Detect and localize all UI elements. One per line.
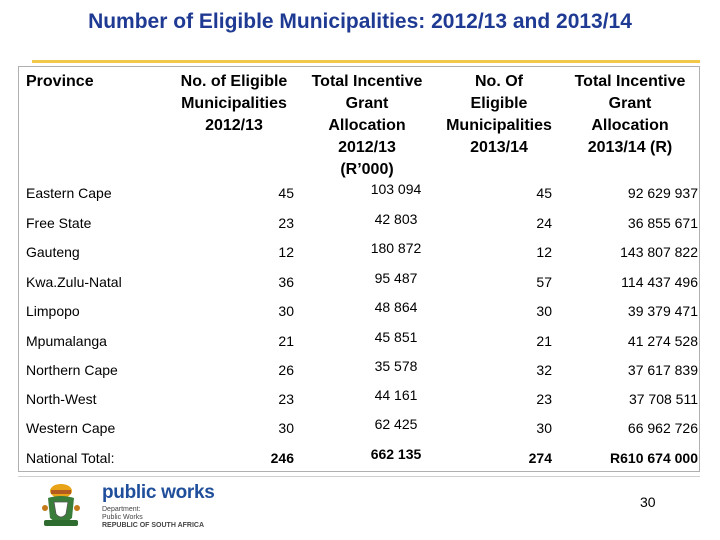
grant-2013-14: 36 855 671	[627, 215, 698, 231]
grant-2013-14: 92 629 937	[627, 185, 698, 201]
grant-2012-13: 180 872	[370, 240, 422, 256]
eligible-2012-13: 26	[278, 362, 294, 378]
grant-2012-13: 48 864	[374, 299, 418, 315]
grant-2012-13: 45 851	[374, 329, 418, 345]
eligible-2013-14: 23	[536, 391, 552, 407]
public-works-logo: public works Department: Public Works RE…	[36, 480, 396, 532]
header-eligible-2013-14: No. Of Eligible Municipalities 2013/14	[446, 73, 552, 156]
page-number: 30	[640, 494, 656, 510]
grant-2012-13: 103 094	[370, 181, 422, 197]
province-name: Mpumalanga	[26, 333, 107, 349]
header-province: Province	[26, 73, 94, 90]
grant-2012-13: 62 425	[374, 416, 418, 432]
grant-2013-14: 39 379 471	[627, 303, 698, 319]
province-name: Northern Cape	[26, 362, 118, 378]
eligible-2013-14: 12	[536, 244, 552, 260]
eligible-2012-13: 30	[278, 420, 294, 436]
eligible-2013-14: 57	[536, 274, 552, 290]
grant-2013-14: 143 807 822	[620, 244, 698, 260]
department-line: REPUBLIC OF SOUTH AFRICA	[102, 522, 205, 529]
title-underline	[32, 60, 700, 63]
brand-name: public works	[102, 482, 215, 503]
province-name: Kwa.Zulu-Natal	[26, 274, 122, 290]
province-name: North-West	[26, 391, 97, 407]
eligible-2013-14: 30	[536, 420, 552, 436]
grant-2012-13: 35 578	[374, 358, 418, 374]
grant-2012-13: 44 161	[374, 387, 418, 403]
total-grant-2012-13: 662 135	[370, 446, 422, 462]
eligible-2012-13: 36	[278, 274, 294, 290]
eligible-2013-14: 30	[536, 303, 552, 319]
eligible-2012-13: 45	[278, 185, 294, 201]
total-grant-2013-14: R610 674 000	[610, 450, 698, 466]
eligible-2013-14: 21	[536, 333, 552, 349]
grant-2013-14: 114 437 496	[621, 274, 698, 290]
province-name: Free State	[26, 215, 92, 231]
slide-title: Number of Eligible Municipalities: 2012/…	[88, 10, 632, 33]
total-eligible-2012-13: 246	[270, 450, 294, 466]
department-line: Public Works	[102, 514, 143, 521]
eligible-2012-13: 12	[278, 244, 294, 260]
table-frame	[18, 66, 700, 472]
eligible-2012-13: 21	[278, 333, 294, 349]
eligible-2013-14: 32	[536, 362, 552, 378]
eligible-2012-13: 23	[278, 215, 294, 231]
grant-2013-14: 41 274 528	[627, 333, 698, 349]
total-eligible-2013-14: 274	[528, 450, 552, 466]
eligible-2012-13: 30	[278, 303, 294, 319]
header-grant-2012-13: Total Incentive Grant Allocation 2012/13…	[311, 73, 423, 178]
province-name: Gauteng	[26, 244, 80, 260]
grant-2013-14: 37 617 839	[627, 362, 698, 378]
eligible-2012-13: 23	[278, 391, 294, 407]
department-line: Department:	[102, 506, 141, 513]
province-name: Limpopo	[26, 303, 80, 319]
header-eligible-2012-13: No. of Eligible Municipalities 2012/13	[180, 73, 288, 134]
total-label: National Total:	[26, 450, 115, 466]
province-name: Eastern Cape	[26, 185, 112, 201]
grant-2013-14: 66 962 726	[627, 420, 698, 436]
province-name: Western Cape	[26, 420, 116, 436]
eligible-2013-14: 24	[536, 215, 552, 231]
grant-2012-13: 95 487	[374, 270, 418, 286]
grant-2012-13: 42 803	[374, 211, 418, 227]
coat-of-arms-icon	[42, 484, 80, 526]
header-grant-2013-14: Total Incentive Grant Allocation 2013/14…	[574, 73, 686, 156]
footer-divider	[18, 476, 700, 477]
eligible-2013-14: 45	[536, 185, 552, 201]
grant-2013-14: 37 708 511	[628, 391, 698, 407]
